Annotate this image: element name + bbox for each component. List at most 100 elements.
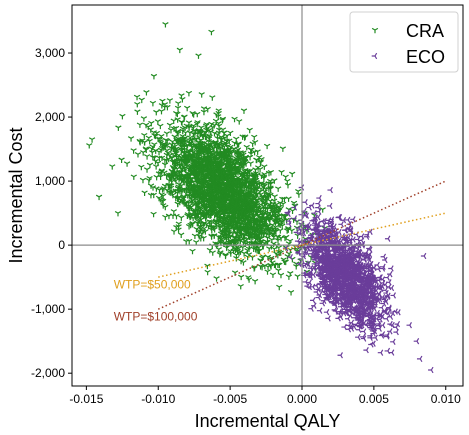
data-point-cra	[204, 263, 211, 270]
data-point-cra	[174, 117, 181, 123]
y-tick-label: 3,000	[35, 46, 65, 60]
data-point-cra	[244, 248, 251, 254]
data-point-cra	[189, 248, 196, 255]
data-point-cra	[150, 211, 157, 218]
data-point-cra	[147, 183, 155, 189]
y-tick-label: 2,000	[35, 110, 65, 124]
data-point-cra	[185, 223, 193, 230]
data-point-cra	[167, 127, 175, 134]
data-point-cra	[174, 131, 182, 137]
y-tick-label: 1,000	[35, 174, 65, 188]
data-point-cra	[157, 123, 164, 130]
data-point-cra	[219, 116, 227, 123]
data-point-cra	[134, 109, 141, 115]
x-tick-label: 0.000	[287, 392, 317, 406]
plot-area: WTP=$50,000 WTP=$100,000	[72, 5, 463, 386]
data-point-cra	[215, 121, 222, 127]
data-point-cra	[243, 144, 250, 151]
data-point-cra	[130, 148, 137, 154]
data-point-cra	[143, 154, 151, 160]
data-point-cra	[237, 283, 244, 290]
x-axis-title: Incremental QALY	[195, 411, 341, 431]
data-point-cra	[170, 229, 178, 235]
data-point-cra	[209, 95, 216, 101]
data-point-cra	[260, 174, 268, 180]
data-point-cra	[127, 136, 135, 142]
data-point-cra	[251, 278, 259, 285]
legend-label-eco: ECO	[406, 47, 445, 67]
data-point-cra	[186, 205, 193, 212]
data-point-cra	[238, 274, 245, 281]
data-point-cra	[158, 108, 165, 115]
data-point-cra	[136, 122, 144, 128]
data-point-cra	[263, 143, 271, 150]
data-point-cra	[231, 116, 238, 123]
data-point-cra	[201, 140, 208, 147]
data-point-cra	[118, 157, 125, 164]
data-point-cra	[170, 118, 177, 124]
data-point-cra	[246, 127, 253, 134]
data-point-cra	[138, 164, 145, 171]
data-point-cra	[284, 178, 291, 185]
x-tick-label: 0.010	[431, 392, 461, 406]
x-tick-label: 0.005	[359, 392, 389, 406]
data-point-cra	[274, 238, 282, 244]
data-point-cra	[198, 92, 205, 98]
data-point-cra	[178, 215, 185, 221]
data-point-cra	[133, 94, 141, 101]
data-point-cra	[175, 221, 182, 227]
data-point-cra	[282, 174, 289, 181]
data-point-cra	[279, 223, 286, 230]
data-point-cra	[95, 194, 103, 201]
data-point-cra	[175, 101, 182, 107]
data-point-cra	[240, 260, 247, 266]
data-point-cra	[163, 131, 171, 137]
data-point-cra	[143, 90, 150, 96]
x-tick-label: -0.015	[69, 392, 103, 406]
data-point-cra	[185, 120, 193, 126]
data-point-cra	[278, 169, 285, 176]
data-point-cra	[269, 272, 277, 278]
data-point-cra	[281, 196, 288, 203]
data-point-cra	[252, 139, 259, 146]
data-point-cra	[134, 152, 142, 158]
data-point-cra	[88, 137, 96, 143]
data-point-cra	[185, 90, 193, 97]
data-point-cra	[287, 271, 294, 277]
legend: CRA ECO	[349, 11, 459, 73]
y-tick-label: -1,000	[31, 302, 65, 316]
wtp-annotation-0: WTP=$50,000	[114, 278, 191, 292]
data-point-cra	[166, 122, 174, 129]
data-point-cra	[138, 97, 145, 104]
data-point-cra	[158, 169, 165, 175]
data-point-cra	[141, 190, 148, 196]
data-point-cra	[166, 98, 174, 104]
data-point-cra	[149, 100, 157, 107]
data-point-cra	[186, 238, 193, 245]
x-tick-label: -0.005	[213, 392, 247, 406]
series-cra	[86, 22, 328, 296]
data-point-cra	[178, 147, 185, 153]
data-point-cra	[279, 201, 287, 208]
data-point-cra	[184, 105, 191, 112]
data-point-cra	[227, 130, 234, 137]
y-tick-label: -2,000	[31, 366, 65, 380]
data-point-cra	[276, 284, 283, 291]
data-point-cra	[319, 207, 326, 213]
data-point-cra	[163, 158, 170, 164]
x-tick-label: -0.010	[141, 392, 175, 406]
legend-label-cra: CRA	[406, 21, 444, 41]
data-point-cra	[146, 162, 154, 169]
data-point-cra	[284, 182, 292, 189]
data-point-cra	[169, 139, 176, 145]
data-point-cra	[257, 159, 265, 165]
data-point-cra	[174, 105, 182, 112]
data-point-cra	[274, 234, 281, 240]
data-point-cra	[158, 103, 166, 109]
y-axis-title: Incremental Cost	[6, 127, 26, 263]
y-tick-label: 0	[58, 238, 65, 252]
data-point-cra	[195, 212, 202, 218]
data-point-cra	[174, 111, 181, 118]
data-point-cra	[153, 109, 160, 116]
